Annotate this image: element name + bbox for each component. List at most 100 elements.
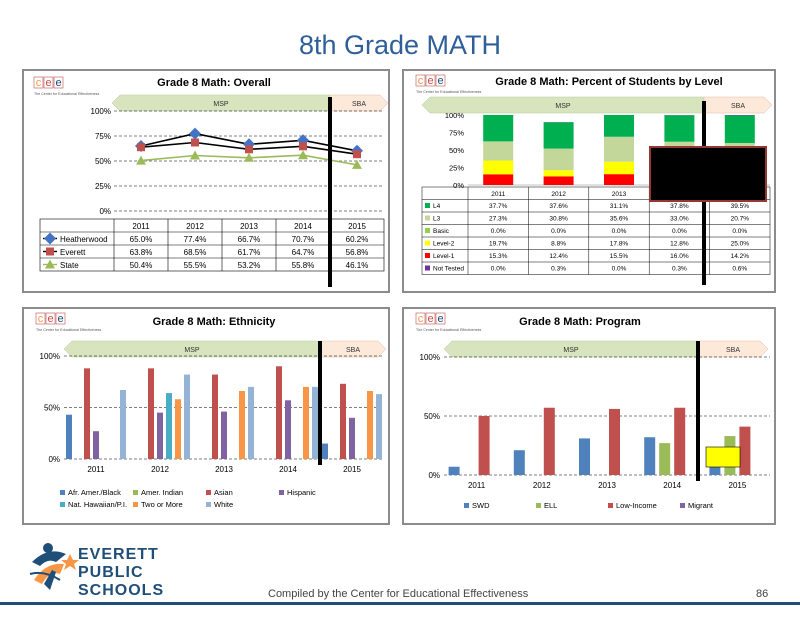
cee-logo-letter: e — [57, 313, 63, 325]
data-label: 37.6% — [549, 203, 568, 210]
cee-logo-box — [33, 76, 44, 89]
legend-swatch — [60, 490, 65, 495]
data-label: 55.5% — [184, 261, 207, 270]
data-label: 35.6% — [610, 216, 629, 223]
stacked-bar-segment — [604, 174, 634, 185]
bar — [478, 416, 490, 475]
legend-swatch — [425, 240, 430, 246]
data-label: 8.8% — [551, 241, 566, 248]
data-label: 25.0% — [731, 241, 750, 248]
stacked-bar-segment — [664, 115, 695, 142]
data-label: 0.0% — [732, 228, 747, 235]
bar — [376, 394, 382, 459]
legend-label: L4 — [433, 203, 441, 210]
x-tick-label: 2013 — [215, 465, 233, 474]
data-label: 37.8% — [670, 203, 689, 210]
ethnicity-chart-panel: c e e The Center for Educational Effectiven… — [22, 307, 390, 525]
msp-label: MSP — [555, 103, 571, 110]
x-tick-label: 2013 — [612, 191, 627, 198]
stacked-bar-segment — [604, 136, 634, 162]
program-chart-panel: c e e The Center for Educational Effectiven… — [402, 307, 776, 525]
sba-label: SBA — [352, 101, 366, 108]
bar — [248, 386, 254, 459]
bar — [674, 407, 686, 475]
legend-swatch — [206, 502, 211, 507]
cee-logo-letter: e — [437, 313, 443, 325]
data-point-marker — [353, 150, 361, 159]
data-label: 17.8% — [610, 241, 629, 248]
footer-credit: Compiled by the Center for Educational E… — [268, 588, 529, 600]
data-point-marker — [46, 247, 54, 256]
x-tick-label: 2014 — [663, 481, 681, 490]
legend-label: Heatherwood — [60, 235, 108, 244]
stacked-bar-segment — [483, 174, 514, 185]
x-tick-label: 2014 — [294, 222, 312, 231]
cee-logo-tagline: The Center for Educational Effectiveness — [34, 92, 99, 96]
bar — [66, 414, 72, 459]
highlight-box — [705, 446, 741, 468]
cee-logo-letter: e — [47, 313, 53, 325]
chart-title: Grade 8 Math: Ethnicity — [153, 316, 277, 328]
data-label: 77.4% — [184, 235, 207, 244]
x-tick-label: 2011 — [468, 481, 486, 490]
logo-line-1: EVERETT — [78, 546, 159, 563]
data-label: 12.4% — [549, 253, 568, 260]
cee-logo-box — [45, 312, 56, 325]
y-tick-label: 50% — [44, 404, 60, 413]
bar — [322, 443, 328, 459]
legend-label: SWD — [472, 501, 490, 510]
legend-label: Asian — [214, 488, 233, 497]
data-point-marker — [189, 127, 201, 140]
x-tick-label: 2012 — [533, 481, 551, 490]
everett-public-schools-logo: EVERETT PUBLIC SCHOOLS — [29, 543, 164, 599]
data-label: 0.3% — [551, 266, 566, 273]
bar — [644, 437, 656, 475]
chart-title: Grade 8 Math: Program — [519, 316, 641, 328]
x-tick-label: 2015 — [343, 465, 361, 474]
data-point-marker — [137, 143, 145, 152]
y-tick-label: 100% — [445, 111, 465, 120]
data-label: 37.7% — [489, 203, 508, 210]
data-label: 68.5% — [184, 248, 207, 257]
data-label: 12.8% — [670, 241, 689, 248]
bar — [739, 426, 751, 475]
chart-title: Grade 8 Math: Percent of Students by Lev… — [495, 76, 722, 88]
logo-figure-icon — [29, 543, 79, 590]
data-label: 64.7% — [292, 248, 315, 257]
cee-logo-box — [415, 74, 426, 87]
bar — [84, 368, 90, 459]
cee-logo-letter: c — [418, 75, 424, 87]
sba-label: SBA — [731, 103, 745, 110]
bar — [212, 374, 218, 459]
y-tick-label: 100% — [40, 352, 60, 361]
cee-logo-letter: e — [427, 313, 433, 325]
cee-logo-box — [55, 312, 66, 325]
logo-line-3: SCHOOLS — [78, 582, 164, 599]
bar — [285, 400, 291, 459]
sba-label: SBA — [346, 347, 360, 354]
bar — [513, 450, 525, 475]
data-label: 14.2% — [731, 253, 750, 260]
data-label: 0.3% — [672, 266, 687, 273]
stacked-bar-segment — [483, 141, 514, 161]
cee-logo-box — [435, 74, 446, 87]
y-tick-label: 100% — [420, 353, 440, 362]
legend-label: State — [60, 261, 79, 270]
cee-logo-letter: c — [418, 313, 424, 325]
data-label: 31.1% — [610, 203, 629, 210]
y-tick-label: 0% — [48, 455, 60, 464]
legend-label: Nat. Hawaiian/P.I. — [68, 500, 127, 509]
data-point-marker — [190, 150, 200, 160]
y-tick-label: 50% — [449, 146, 464, 155]
cee-logo-tagline: The Center for Educational Effectiveness — [416, 90, 481, 94]
bar — [175, 399, 181, 459]
cee-logo-letter: e — [55, 77, 61, 89]
data-label: 53.2% — [238, 261, 261, 270]
y-tick-label: 0% — [428, 471, 440, 480]
data-label: 30.8% — [549, 216, 568, 223]
data-label: 33.0% — [670, 216, 689, 223]
legend-swatch — [133, 490, 138, 495]
data-label: 0.0% — [491, 266, 506, 273]
y-tick-label: 75% — [95, 132, 111, 141]
